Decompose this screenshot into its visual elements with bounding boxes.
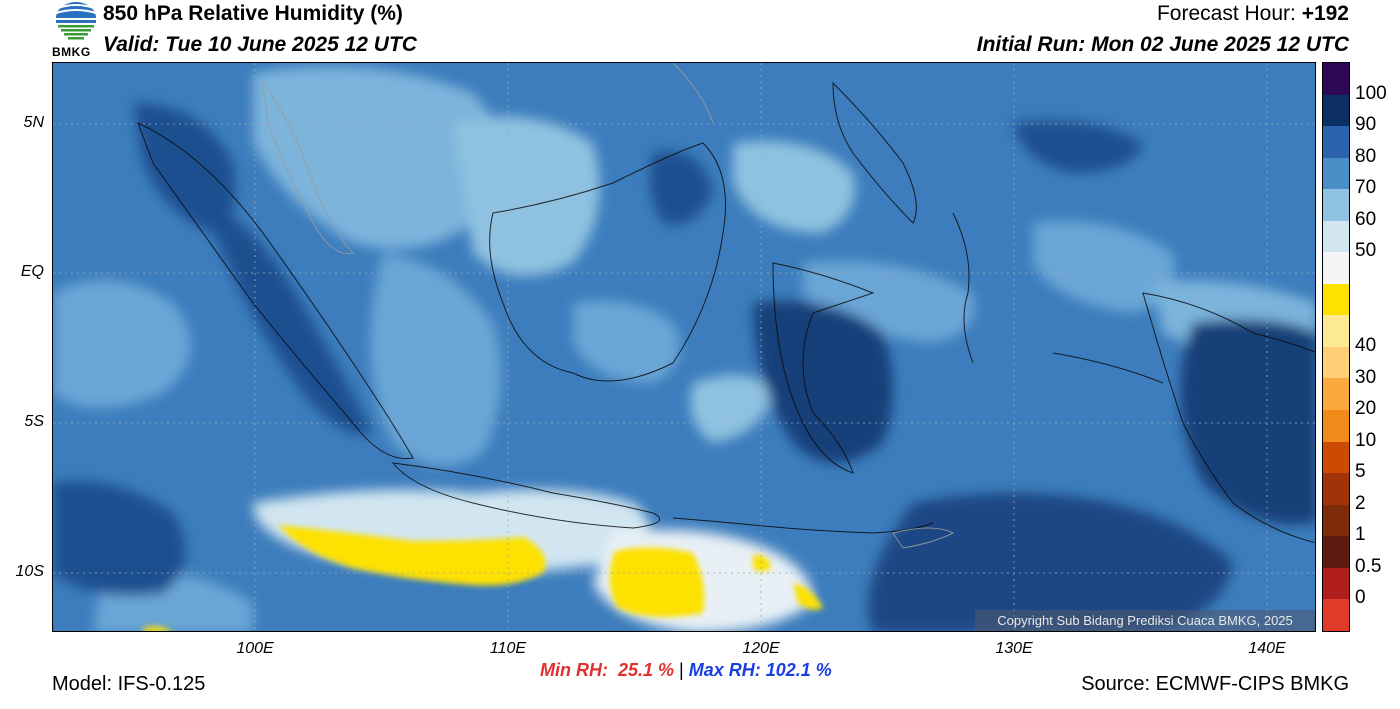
colorbar-label: 60 [1355, 208, 1377, 230]
colorbar-label: 5 [1355, 461, 1366, 483]
colorbar-swatch [1323, 441, 1349, 474]
colorbar-swatch [1323, 599, 1349, 631]
colorbar-swatch [1323, 567, 1349, 600]
colorbar-swatch [1323, 315, 1349, 347]
colorbar-label: 0.5 [1355, 555, 1382, 577]
colorbar-swatch [1323, 504, 1349, 537]
colorbar-label: 70 [1355, 177, 1377, 199]
colorbar-swatch [1323, 157, 1349, 190]
lon-label-100e: 100E [236, 640, 274, 657]
rh-stats: Min RH: 25.1 % | Max RH: 102.1 % [540, 660, 832, 681]
stats-separator: | [674, 660, 689, 680]
colorbar-label: 40 [1355, 335, 1377, 356]
lat-label-10s: 10S [15, 563, 44, 580]
colorbar-swatch [1323, 346, 1349, 379]
valid-time: Valid: Tue 10 June 2025 12 UTC [103, 33, 417, 56]
copyright-notice: Copyright Sub Bidang Prediksi Cuaca BMKG… [975, 610, 1315, 631]
lon-label-110e: 110E [489, 640, 527, 657]
colorbar-swatch [1323, 94, 1349, 127]
forecast-hour-label: Forecast Hour: [1156, 2, 1302, 25]
lon-label-140e: 140E [1248, 640, 1286, 657]
colorbar-label: 0 [1355, 587, 1366, 609]
model-name: Model: IFS-0.125 [52, 673, 206, 695]
lat-label-5s: 5S [24, 413, 44, 430]
colorbar-label: 30 [1355, 366, 1377, 388]
colorbar-label: 90 [1355, 114, 1377, 136]
colorbar-swatch [1323, 283, 1349, 316]
colorbar-label: 50 [1355, 240, 1377, 262]
colorbar-swatch [1323, 378, 1349, 411]
forecast-hour-value: +192 [1301, 2, 1349, 25]
colorbar-swatch [1323, 473, 1349, 505]
humidity-map [52, 62, 1316, 632]
colorbar-swatch [1323, 126, 1349, 158]
colorbar-swatch [1323, 536, 1349, 568]
colorbar [1322, 62, 1350, 632]
data-source: Source: ECMWF-CIPS BMKG [1081, 673, 1349, 695]
colorbar-label: 10 [1355, 429, 1377, 451]
bmkg-logo [52, 0, 100, 60]
colorbar-label: 20 [1355, 398, 1377, 420]
colorbar-label: 1 [1355, 524, 1366, 546]
lon-label-120e: 120E [742, 640, 780, 657]
max-rh: Max RH: 102.1 % [688, 660, 832, 680]
colorbar-swatch [1323, 63, 1349, 95]
lat-label-eq: EQ [20, 263, 44, 280]
min-rh: Min RH: 25.1 % [540, 660, 675, 680]
colorbar-swatch [1323, 220, 1349, 253]
colorbar-label: 100 [1355, 82, 1387, 104]
lat-label-5n: 5N [23, 114, 44, 131]
colorbar-label: 80 [1355, 145, 1377, 167]
colorbar-swatch [1323, 252, 1349, 284]
map-title: 850 hPa Relative Humidity (%) [103, 2, 403, 25]
colorbar-swatch [1323, 410, 1349, 442]
colorbar-swatch [1323, 189, 1349, 221]
initial-run: Initial Run: Mon 02 June 2025 12 UTC [976, 33, 1349, 56]
logo-text: BMKG [52, 45, 91, 59]
lon-label-130e: 130E [995, 640, 1033, 657]
colorbar-label: 2 [1355, 492, 1366, 514]
forecast-hour: Forecast Hour: +192 [1157, 2, 1349, 26]
